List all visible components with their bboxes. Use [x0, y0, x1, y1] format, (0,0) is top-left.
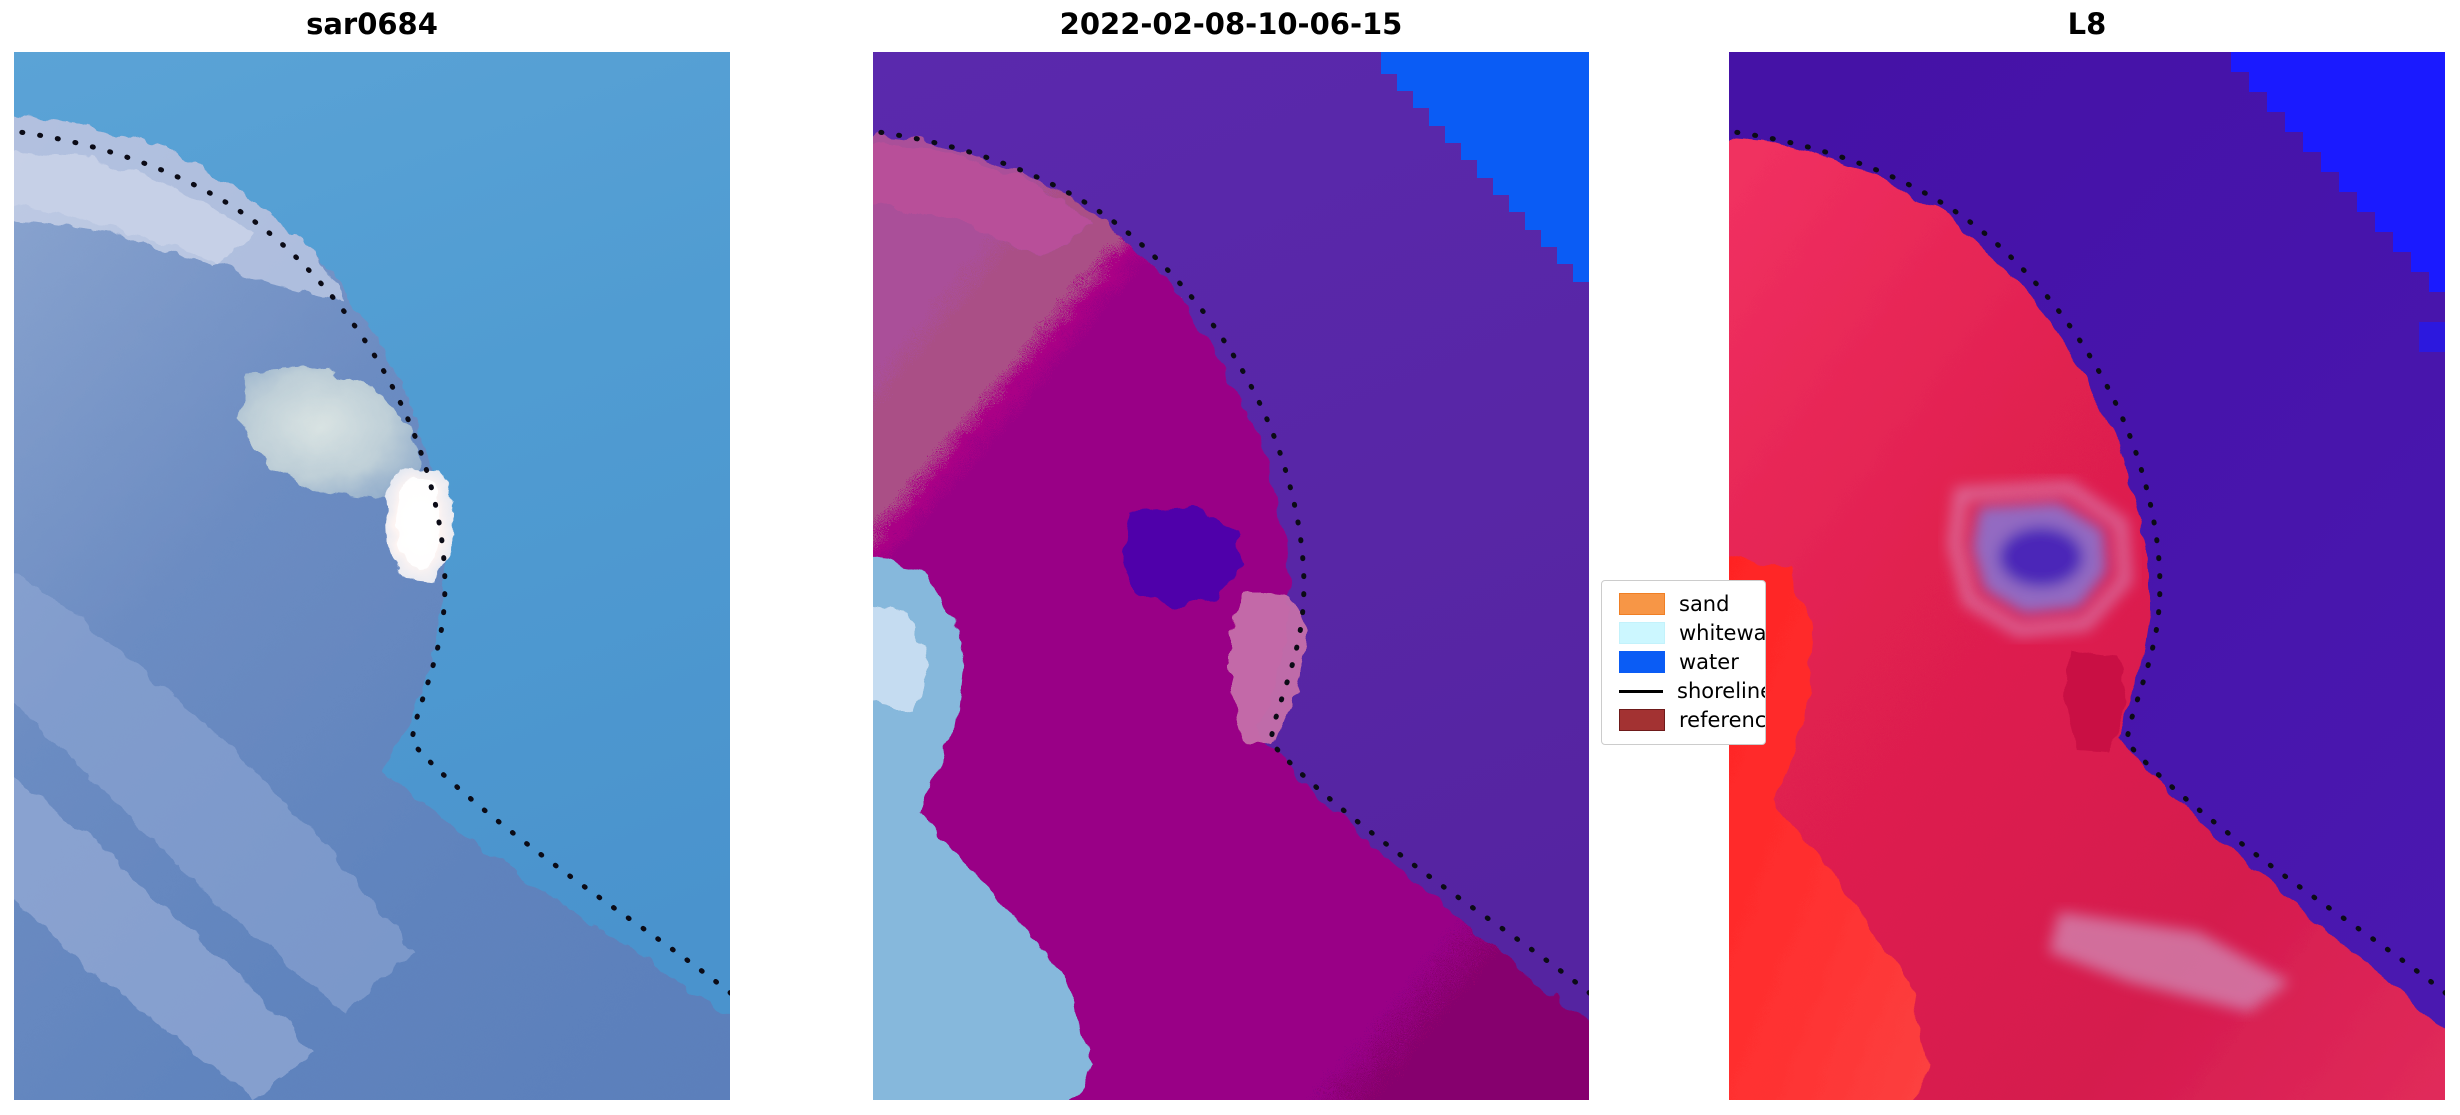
panel-title-classification: 2022-02-08-10-06-15	[1059, 7, 1403, 41]
reference-swatch-icon	[1619, 708, 1665, 731]
legend-item-water[interactable]: water	[1602, 647, 1765, 676]
l8-pale-streak	[2049, 912, 2289, 1012]
sar-foam-patch	[384, 467, 454, 582]
class-whitewater-region	[873, 559, 1093, 1100]
class-sand-region	[873, 135, 1589, 1100]
class-interior-water-hole	[1121, 507, 1241, 608]
panel-sar-image[interactable]	[14, 52, 730, 1100]
l8-interior-lagoon	[1972, 502, 2107, 614]
l8-bright-red-region	[1729, 557, 1929, 1100]
legend-label-whitewater: whitewater	[1679, 620, 1766, 645]
legend-label-sand: sand	[1679, 591, 1730, 616]
l8-crimson-spot	[2063, 652, 2127, 752]
panel-title-sar: sar0684	[306, 7, 438, 41]
legend-item-sand[interactable]: sand	[1602, 589, 1765, 618]
legend-label-reference: reference	[1679, 707, 1766, 732]
l8-raster	[1729, 52, 2445, 1100]
panel-classification-image[interactable]	[873, 52, 1589, 1100]
sar-shoal-bands	[14, 572, 414, 1100]
sar-raster	[14, 52, 730, 1100]
l8-lagoon-rim	[1947, 480, 2133, 638]
legend-label-shoreline: shoreline	[1677, 678, 1766, 703]
legend-item-shoreline[interactable]: shoreline	[1602, 676, 1765, 705]
legend-box[interactable]: sand whitewater water shoreline referenc…	[1601, 580, 1766, 745]
legend-item-whitewater[interactable]: whitewater	[1602, 618, 1765, 647]
l8-openwater-region	[2231, 52, 2445, 352]
class-openwater-region	[1381, 52, 1589, 282]
sar-sandbar	[239, 367, 419, 497]
panel-title-l8: L8	[2067, 7, 2107, 41]
class-bright-sand-rim	[1231, 592, 1305, 742]
sand-swatch-icon	[1619, 592, 1665, 615]
whitewater-swatch-icon	[1619, 621, 1665, 644]
legend-item-reference[interactable]: reference	[1602, 705, 1765, 734]
panel-l8-image[interactable]	[1729, 52, 2445, 1100]
shoreline-line-icon	[1619, 681, 1663, 701]
legend-label-water: water	[1679, 649, 1739, 674]
classification-raster	[873, 52, 1589, 1100]
water-swatch-icon	[1619, 650, 1665, 673]
